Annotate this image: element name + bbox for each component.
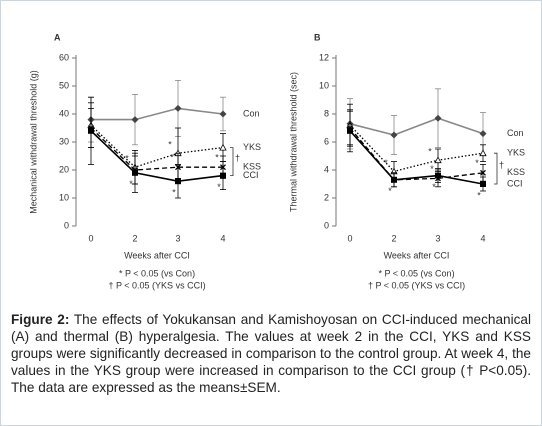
significance: *: [432, 182, 436, 192]
series-label: KSS: [243, 162, 261, 172]
panel-label: B: [314, 32, 321, 42]
note: * P < 0.05 (vs Con): [378, 268, 454, 278]
y-axis-label: Thermal withdrawal threshold (sec): [288, 72, 298, 212]
series-label: Con: [507, 128, 524, 138]
marker: [219, 110, 227, 118]
significance: *: [430, 164, 434, 174]
series-line: [349, 124, 484, 173]
marker: [435, 172, 441, 179]
marker: [219, 143, 227, 151]
marker: [479, 149, 487, 157]
y-tick-label: 6: [324, 136, 329, 146]
series-line: [349, 117, 484, 136]
significance: *: [388, 186, 392, 196]
y-tick-label: 2: [324, 192, 329, 202]
series-line: [349, 127, 484, 181]
series-label: CCI: [507, 178, 523, 188]
significance: *: [170, 153, 174, 163]
y-tick-label: 50: [59, 80, 69, 90]
y-tick-label: 30: [59, 136, 69, 146]
marker: [480, 169, 486, 176]
marker: [391, 176, 397, 183]
series-label: YKS: [507, 148, 525, 158]
marker: [434, 114, 442, 122]
caption-text: The effects of Yokukansan and Kamishoyos…: [11, 312, 531, 395]
significance: *: [384, 158, 388, 168]
bracket: [494, 152, 498, 185]
significance: *: [215, 153, 219, 163]
x-tick-label: 0: [88, 233, 93, 243]
x-axis-label: Weeks after CCI: [384, 250, 450, 260]
y-tick-label: 12: [319, 52, 329, 62]
x-tick-label: 2: [391, 233, 396, 243]
series-line: [90, 127, 223, 171]
x-tick-label: 3: [175, 233, 180, 243]
y-tick-label: 10: [59, 192, 69, 202]
y-tick-label: 60: [59, 52, 69, 62]
series-line: [90, 130, 224, 183]
note: * P < 0.05 (vs Con): [119, 268, 195, 278]
dagger: †: [499, 160, 504, 170]
y-tick-label: 10: [319, 80, 329, 90]
marker: [174, 104, 182, 112]
marker: [434, 156, 442, 164]
caption: Figure 2: The effects of Yokukansan and …: [11, 311, 531, 396]
caption-label: Figure 2:: [11, 312, 70, 327]
series-label: Con: [243, 108, 260, 118]
y-tick-label: 20: [59, 164, 69, 174]
significance: *: [475, 158, 479, 168]
significance: *: [168, 140, 172, 150]
marker: [88, 127, 94, 134]
x-tick-label: 2: [132, 233, 137, 243]
series-line: [349, 130, 484, 185]
significance: *: [129, 179, 133, 189]
significance: *: [428, 147, 432, 157]
marker: [390, 131, 398, 139]
marker: [132, 169, 138, 176]
significance: *: [217, 182, 221, 192]
y-tick-label: 40: [59, 108, 69, 118]
marker: [175, 178, 181, 185]
marker: [220, 172, 226, 179]
y-tick-label: 4: [324, 164, 329, 174]
x-tick-label: 4: [220, 233, 225, 243]
series-label: KSS: [507, 167, 525, 177]
series-line: [91, 107, 224, 121]
x-tick-label: 4: [480, 233, 485, 243]
marker: [480, 181, 486, 187]
series-label: CCI: [243, 170, 259, 180]
y-axis-label: Mechanical withdrawal threshold (g): [28, 70, 38, 214]
significance: *: [477, 190, 481, 200]
y-tick-label: 8: [324, 108, 329, 118]
bracket: [230, 147, 234, 176]
note: † P < 0.05 (YKS vs CCI): [368, 280, 465, 290]
series-label: YKS: [243, 142, 261, 152]
x-tick-label: 3: [435, 233, 440, 243]
dagger: †: [235, 153, 240, 163]
marker: [347, 127, 353, 134]
y-tick-label: 0: [64, 220, 69, 230]
significance: *: [125, 154, 129, 164]
marker: [479, 130, 487, 138]
significance: *: [172, 188, 176, 198]
y-tick-label: 0: [324, 220, 329, 230]
marker: [131, 116, 139, 124]
x-axis-label: Weeks after CCI: [124, 250, 190, 260]
note: † P < 0.05 (YKS vs CCI): [108, 280, 205, 290]
x-tick-label: 0: [347, 233, 352, 243]
panel-label: A: [54, 32, 61, 42]
